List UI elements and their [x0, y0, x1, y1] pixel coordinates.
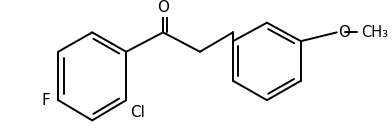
- Text: Cl: Cl: [130, 105, 145, 120]
- Text: O: O: [157, 0, 169, 15]
- Text: CH₃: CH₃: [361, 25, 388, 40]
- Text: F: F: [42, 93, 51, 108]
- Text: O: O: [338, 25, 350, 40]
